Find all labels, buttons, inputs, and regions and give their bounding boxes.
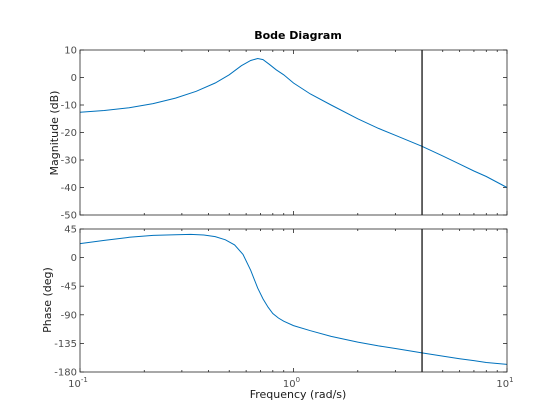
phase-ytick-label: -135: [54, 339, 77, 350]
magnitude-ytick-label: -40: [61, 183, 77, 194]
magnitude-ytick-label: -50: [61, 211, 77, 222]
magnitude-ytick-label: -20: [61, 128, 77, 139]
phase-ytick-label: 45: [64, 225, 77, 236]
phase-ytick-label: -180: [54, 368, 77, 379]
phase-ytick-label: 0: [71, 253, 77, 264]
magnitude-axes-frame: [79, 49, 508, 216]
chart-title: Bode Diagram: [254, 29, 342, 42]
phase-ytick-label: -90: [61, 310, 77, 321]
magnitude-plot-area: [80, 50, 507, 215]
phase-axes-frame: [79, 228, 508, 373]
magnitude-ytick-label: 0: [71, 73, 77, 84]
phase-axis-label: Phase (deg): [41, 267, 54, 333]
xtick-label: 10-1: [68, 376, 88, 390]
magnitude-panel: 10 0 -10 -20 -30 -40 -50: [61, 46, 508, 222]
magnitude-ytick-label: -10: [61, 101, 77, 112]
x-axis-label: Frequency (rad/s): [250, 388, 347, 401]
magnitude-curve: [79, 57, 508, 188]
magnitude-ytick-label: 10: [64, 46, 77, 57]
phase-ytick-label: -45: [61, 282, 77, 293]
magnitude-axis-label: Magnitude (dB): [48, 91, 61, 176]
phase-plot-area: [80, 229, 507, 372]
phase-curve: [79, 233, 508, 365]
magnitude-ytick-label: -30: [61, 156, 77, 167]
xtick-label: 101: [496, 376, 513, 390]
xtick-label: 100: [283, 376, 300, 390]
